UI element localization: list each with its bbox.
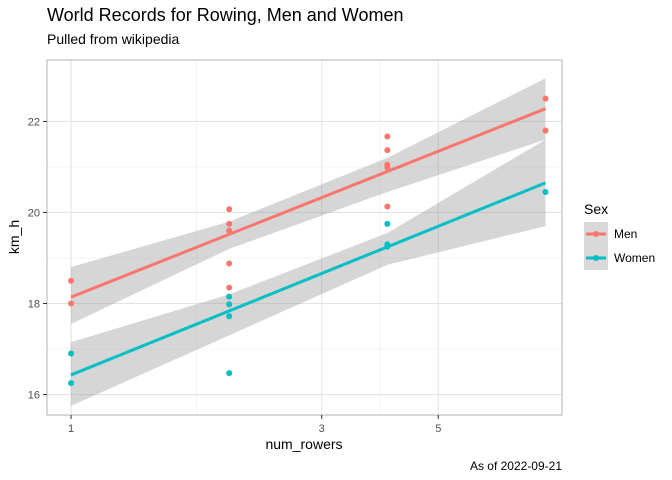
y-tick-label: 16	[28, 390, 40, 402]
plot-panel	[47, 60, 562, 415]
y-tick-label: 18	[28, 298, 40, 310]
data-points	[68, 95, 549, 387]
x-tick-label: 5	[435, 423, 441, 435]
data-point-men	[542, 127, 549, 134]
fit-line-women	[70, 181, 547, 377]
data-point-men	[68, 277, 75, 284]
x-axis-ticks: 1 3 5	[68, 415, 441, 435]
legend-key-women	[584, 246, 608, 270]
data-point-women	[384, 220, 391, 227]
data-point-women	[68, 350, 75, 357]
data-point-women	[226, 301, 233, 308]
chart-caption: As of 2022-09-21	[470, 459, 562, 473]
data-point-men	[226, 206, 233, 213]
legend-label-men: Men	[614, 227, 637, 241]
y-axis-title: km_h	[6, 220, 22, 254]
data-point-women	[226, 370, 233, 377]
data-point-men	[226, 284, 233, 291]
y-axis-ticks: 16 18 20 22	[28, 116, 47, 402]
data-point-men	[226, 227, 233, 234]
data-point-men	[68, 300, 75, 307]
data-point-men	[384, 203, 391, 210]
data-point-women	[542, 188, 549, 195]
legend-key-point	[593, 255, 599, 261]
y-tick-label: 20	[28, 207, 40, 219]
confidence-band-women	[71, 139, 546, 406]
data-point-women	[226, 293, 233, 300]
legend-key-point	[593, 231, 599, 237]
legend: Sex Men Women	[584, 201, 655, 270]
data-point-women	[68, 380, 75, 387]
data-point-women	[226, 313, 233, 320]
x-axis-title: num_rowers	[265, 436, 342, 452]
chart-subtitle: Pulled from wikipedia	[47, 31, 179, 47]
data-point-men	[226, 220, 233, 227]
data-point-men	[384, 133, 391, 140]
y-tick-label: 22	[28, 116, 40, 128]
chart-title: World Records for Rowing, Men and Women	[47, 5, 403, 25]
legend-title: Sex	[584, 201, 608, 217]
data-point-men	[542, 95, 549, 102]
legend-label-women: Women	[614, 251, 655, 265]
data-point-women	[384, 243, 391, 250]
fit-lines	[70, 107, 547, 377]
confidence-band-men	[71, 78, 546, 324]
legend-key-men	[584, 222, 608, 246]
fit-line-men	[70, 107, 547, 299]
plot-border	[46, 59, 563, 416]
x-tick-label: 3	[319, 423, 325, 435]
data-point-men	[384, 164, 391, 171]
data-point-men	[384, 147, 391, 154]
data-point-men	[226, 260, 233, 267]
confidence-bands	[71, 78, 546, 406]
x-tick-label: 1	[68, 423, 74, 435]
